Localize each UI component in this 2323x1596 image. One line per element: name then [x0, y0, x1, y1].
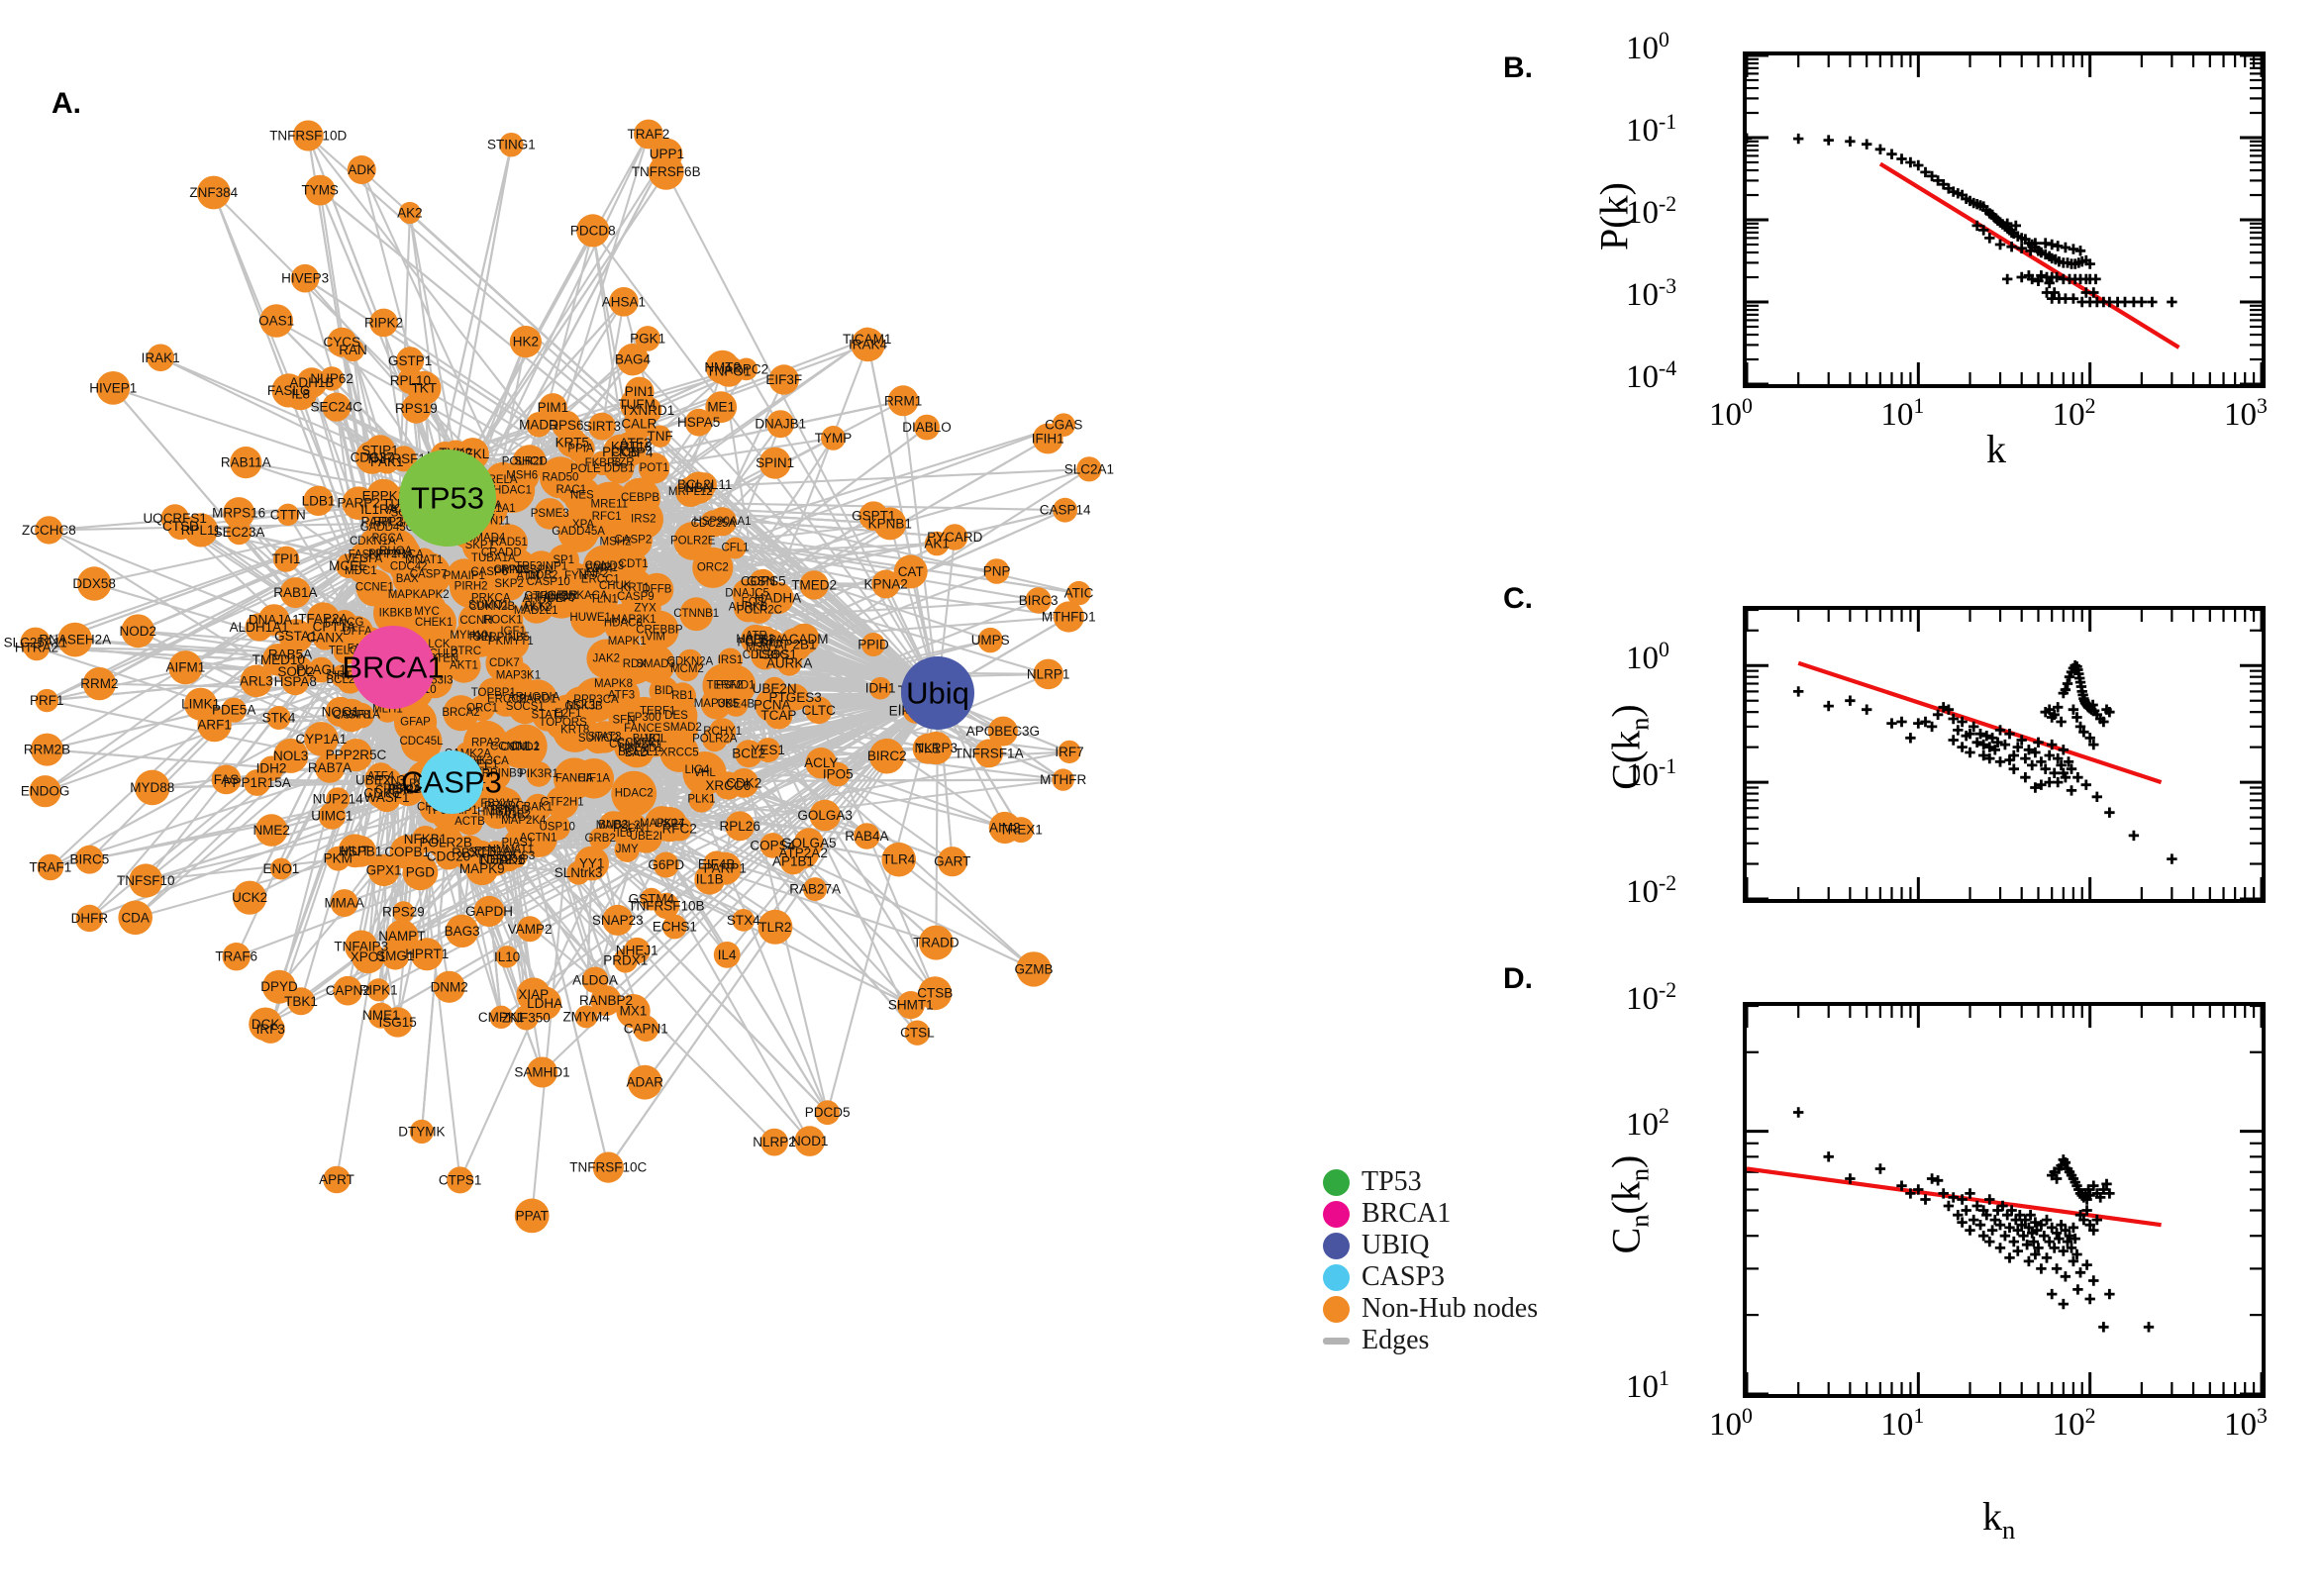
- panel-d-xlabel: kn: [1982, 1494, 2016, 1545]
- xtick-label: 103: [2224, 394, 2268, 433]
- ytick-label: 102: [1626, 1103, 1669, 1143]
- legend-label-tp53: TP53: [1362, 1166, 1422, 1197]
- xtick-label: 102: [2052, 394, 2096, 433]
- panel-c-ylabel: C(kn): [1603, 704, 1655, 790]
- panel-d-label: D.: [1503, 962, 1533, 995]
- panel-b-xlabel: k: [1986, 427, 2006, 471]
- xtick-label: 102: [2052, 1404, 2096, 1443]
- legend-swatch-nonhub: [1323, 1295, 1350, 1323]
- legend-label-casp3: CASP3: [1362, 1261, 1446, 1292]
- legend-swatch-brca1: [1323, 1200, 1350, 1228]
- network-graph[interactable]: MDM2CDKN1AATMATRCHEK2BRCA2RAD50RAD51MRE1…: [0, 0, 1436, 1596]
- panel-d-neighbour-degree: D. Cn(kn) kn 100 101 102 103 102 101 10-2: [1436, 950, 2323, 1596]
- panel-b-label: B.: [1503, 51, 1533, 84]
- legend-item-tp53: TP53: [1323, 1166, 1521, 1198]
- legend-label-ubiq: UBIQ: [1362, 1230, 1430, 1260]
- ytick-label: 10-1: [1626, 110, 1677, 149]
- legend-item-edges: Edges: [1323, 1325, 1521, 1356]
- ytick-label-shared: 10-2: [1626, 978, 1677, 1017]
- xtick-label: 100: [1709, 1404, 1753, 1443]
- legend-swatch-edges: [1323, 1337, 1350, 1345]
- panel-b-degree-distribution: B. P(k) k 100 101 102 103 100 10-1 10-2 10-3 10-…: [1436, 0, 2323, 574]
- ytick-label: 100: [1626, 28, 1669, 66]
- xtick-label: 100: [1709, 394, 1753, 433]
- legend-label-edges: Edges: [1362, 1325, 1430, 1355]
- panel-b-data-layer: [1747, 55, 2262, 384]
- xtick-label: 101: [1880, 1404, 1925, 1443]
- legend-swatch-tp53: [1323, 1168, 1350, 1196]
- xtick-label: 101: [1880, 394, 1925, 433]
- panel-d-plot-area[interactable]: [1743, 1002, 2266, 1398]
- legend-label-nonhub: Non-Hub nodes: [1362, 1293, 1539, 1324]
- ytick-label: 100: [1626, 638, 1669, 677]
- legend-item-ubiq: UBIQ: [1323, 1230, 1521, 1261]
- panel-a-label: A.: [51, 87, 81, 120]
- panel-c-plot-area[interactable]: [1743, 606, 2266, 903]
- legend-item-nonhub: Non-Hub nodes: [1323, 1293, 1538, 1325]
- ytick-label: 10-2: [1626, 871, 1677, 910]
- panel-b-plot-area[interactable]: [1743, 51, 2266, 388]
- legend-label-brca1: BRCA1: [1362, 1198, 1452, 1229]
- legend-swatch-casp3: [1323, 1263, 1350, 1291]
- panel-c-clustering: C. C(kn) 100 10-1 10-2: [1436, 574, 2323, 950]
- ytick-label: 10-3: [1626, 274, 1677, 313]
- legend-item-casp3: CASP3: [1323, 1261, 1521, 1293]
- legend-item-brca1: BRCA1: [1323, 1198, 1521, 1230]
- panel-d-data-layer: [1747, 1006, 2262, 1394]
- ytick-label: 10-2: [1626, 192, 1677, 231]
- ytick-label: 10-4: [1626, 356, 1677, 395]
- ytick-label: 10-1: [1626, 754, 1677, 794]
- panel-a-network: A. MDM2CDKN1AATMATRCHEK2BRCA2RAD50RAD51M…: [0, 0, 1436, 1596]
- legend-swatch-ubiq: [1323, 1232, 1350, 1259]
- panel-c-label: C.: [1503, 582, 1533, 615]
- panel-c-data-layer: [1747, 610, 2262, 899]
- legend: TP53 BRCA1 UBIQ CASP3 Non-Hub nodes Edge…: [1323, 1166, 1538, 1356]
- xtick-label: 103: [2224, 1404, 2268, 1443]
- ytick-label: 101: [1626, 1366, 1669, 1405]
